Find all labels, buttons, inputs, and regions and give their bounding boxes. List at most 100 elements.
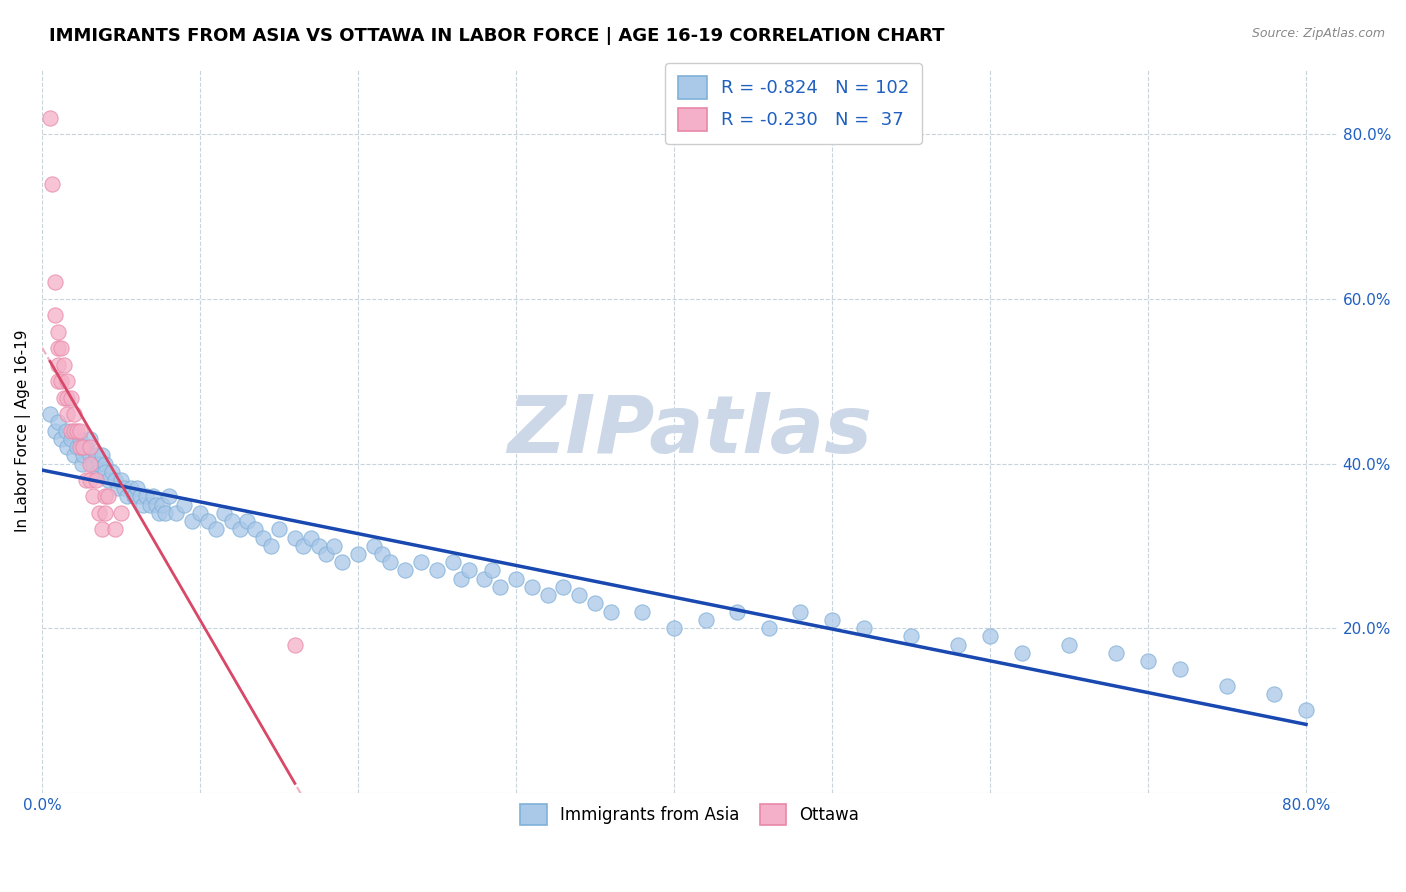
Point: [75, 440, 97, 454]
Point: [49, 432, 72, 446]
Point: [1105, 646, 1128, 660]
Point: [79, 473, 101, 487]
Point: [72, 440, 94, 454]
Point: [821, 613, 844, 627]
Point: [53, 358, 76, 372]
Point: [291, 539, 314, 553]
Point: [56, 407, 79, 421]
Point: [1057, 638, 1080, 652]
Point: [474, 572, 496, 586]
Point: [107, 481, 129, 495]
Point: [695, 613, 717, 627]
Point: [55, 424, 77, 438]
Point: [46, 374, 69, 388]
Point: [269, 522, 291, 536]
Point: [142, 490, 165, 504]
Point: [79, 432, 101, 446]
Point: [82, 490, 104, 504]
Point: [138, 498, 160, 512]
Point: [86, 465, 108, 479]
Point: [150, 498, 173, 512]
Point: [84, 448, 107, 462]
Point: [260, 539, 283, 553]
Point: [94, 490, 117, 504]
Point: [1295, 703, 1317, 717]
Point: [197, 514, 219, 528]
Point: [308, 539, 330, 553]
Point: [725, 605, 748, 619]
Point: [1216, 679, 1239, 693]
Point: [94, 465, 117, 479]
Point: [87, 506, 110, 520]
Point: [69, 440, 91, 454]
Point: [97, 490, 120, 504]
Point: [900, 629, 922, 643]
Legend: Immigrants from Asia, Ottawa: Immigrants from Asia, Ottawa: [510, 794, 869, 835]
Point: [662, 621, 685, 635]
Point: [62, 407, 84, 421]
Point: [789, 605, 811, 619]
Point: [82, 457, 104, 471]
Point: [1168, 662, 1191, 676]
Point: [46, 358, 69, 372]
Point: [450, 572, 472, 586]
Point: [315, 547, 337, 561]
Point: [583, 596, 606, 610]
Point: [70, 457, 93, 471]
Point: [457, 564, 479, 578]
Point: [347, 547, 370, 561]
Point: [91, 522, 114, 536]
Point: [39, 111, 62, 125]
Point: [631, 605, 654, 619]
Point: [157, 490, 180, 504]
Point: [122, 490, 145, 504]
Point: [59, 432, 82, 446]
Point: [212, 506, 235, 520]
Point: [66, 440, 89, 454]
Point: [110, 506, 132, 520]
Point: [120, 481, 142, 495]
Point: [173, 498, 195, 512]
Point: [125, 481, 148, 495]
Point: [79, 448, 101, 462]
Y-axis label: In Labor Force | Age 16-19: In Labor Force | Age 16-19: [15, 329, 31, 532]
Point: [236, 514, 259, 528]
Point: [49, 374, 72, 388]
Point: [59, 424, 82, 438]
Point: [79, 457, 101, 471]
Point: [132, 498, 155, 512]
Point: [69, 424, 91, 438]
Point: [489, 580, 512, 594]
Point: [394, 564, 416, 578]
Text: Source: ZipAtlas.com: Source: ZipAtlas.com: [1251, 27, 1385, 40]
Point: [94, 457, 117, 471]
Point: [104, 473, 127, 487]
Text: IMMIGRANTS FROM ASIA VS OTTAWA IN LABOR FORCE | AGE 16-19 CORRELATION CHART: IMMIGRANTS FROM ASIA VS OTTAWA IN LABOR …: [49, 27, 945, 45]
Point: [371, 547, 394, 561]
Point: [41, 177, 63, 191]
Point: [363, 539, 385, 553]
Point: [66, 424, 89, 438]
Point: [49, 341, 72, 355]
Point: [1137, 654, 1160, 668]
Point: [323, 539, 346, 553]
Point: [46, 341, 69, 355]
Point: [188, 506, 211, 520]
Point: [426, 564, 449, 578]
Point: [46, 415, 69, 429]
Point: [221, 514, 243, 528]
Point: [148, 506, 170, 520]
Point: [72, 448, 94, 462]
Point: [75, 473, 97, 487]
Point: [441, 555, 464, 569]
Point: [97, 473, 120, 487]
Point: [135, 490, 157, 504]
Point: [1263, 687, 1285, 701]
Point: [228, 522, 250, 536]
Point: [1011, 646, 1033, 660]
Point: [599, 605, 621, 619]
Point: [56, 391, 79, 405]
Point: [758, 621, 780, 635]
Point: [56, 374, 79, 388]
Point: [245, 522, 267, 536]
